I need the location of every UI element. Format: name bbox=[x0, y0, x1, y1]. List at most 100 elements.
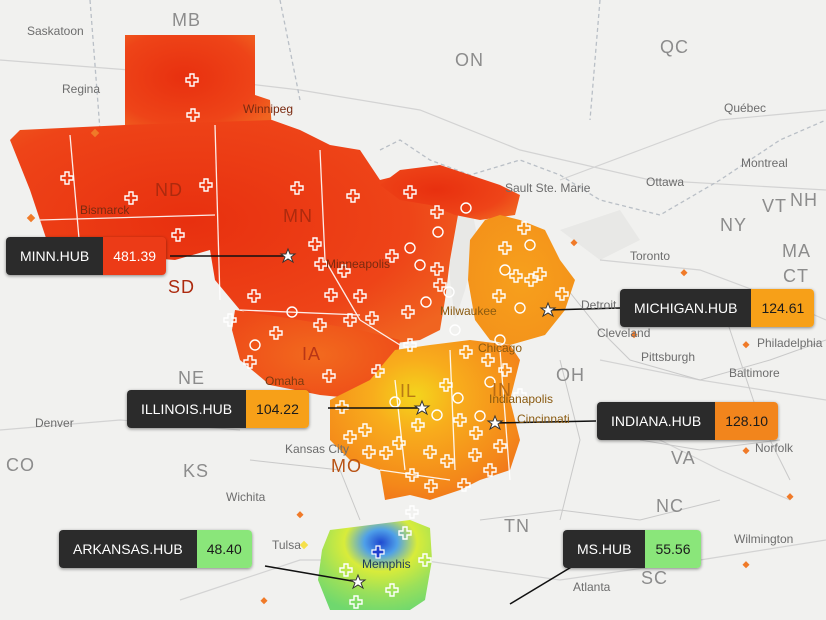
node-cross-marker bbox=[171, 228, 185, 242]
node-cross-marker bbox=[430, 205, 444, 219]
region-label: QC bbox=[660, 37, 689, 57]
node-cross-marker bbox=[459, 345, 473, 359]
region-label: ND bbox=[155, 180, 183, 200]
hub-name: ILLINOIS.HUB bbox=[127, 390, 247, 428]
node-cross-marker bbox=[468, 448, 482, 462]
node-circle-marker bbox=[286, 306, 298, 318]
node-cross-marker bbox=[343, 313, 357, 327]
node-cross-marker bbox=[353, 289, 367, 303]
minn-hub-label[interactable]: MINN.HUB 481.39 bbox=[6, 237, 167, 275]
node-cross-marker bbox=[243, 355, 257, 369]
node-cross-marker bbox=[423, 445, 437, 459]
node-circle-marker bbox=[432, 226, 444, 238]
region-label: MB bbox=[172, 10, 201, 30]
hub-price: 104.22 bbox=[246, 390, 309, 428]
illinois-hub-label[interactable]: ILLINOIS.HUB 104.22 bbox=[127, 390, 309, 428]
region-label: KS bbox=[183, 461, 210, 481]
node-circle-marker bbox=[514, 302, 526, 314]
place-label: Wilmington bbox=[734, 532, 794, 546]
node-cross-marker bbox=[362, 445, 376, 459]
place-label: Memphis bbox=[362, 557, 411, 571]
node-cross-marker bbox=[457, 478, 471, 492]
node-cross-marker bbox=[290, 181, 304, 195]
hub-name: INDIANA.HUB bbox=[597, 402, 716, 440]
node-cross-marker bbox=[349, 595, 363, 609]
node-cross-marker bbox=[517, 221, 531, 235]
node-cross-marker bbox=[337, 264, 351, 278]
node-cross-marker bbox=[555, 287, 569, 301]
region-label: MN bbox=[283, 206, 313, 226]
indiana-hub-star bbox=[486, 414, 504, 431]
node-cross-marker bbox=[379, 446, 393, 460]
place-label: Milwaukee bbox=[440, 304, 497, 318]
node-cross-marker bbox=[513, 388, 527, 402]
node-cross-marker bbox=[439, 378, 453, 392]
region-label: VA bbox=[671, 448, 696, 468]
place-label: Atlanta bbox=[573, 580, 611, 594]
node-cross-marker bbox=[392, 436, 406, 450]
region-label: MO bbox=[331, 456, 362, 476]
node-circle-marker bbox=[404, 242, 416, 254]
place-label: Kansas City bbox=[285, 442, 350, 456]
node-cross-marker bbox=[398, 526, 412, 540]
node-circle-marker bbox=[414, 259, 426, 271]
region-label: SD bbox=[168, 277, 196, 297]
region-label: NC bbox=[656, 496, 684, 516]
hub-price: 55.56 bbox=[645, 530, 701, 568]
node-cross-marker bbox=[358, 423, 372, 437]
node-cross-marker bbox=[223, 313, 237, 327]
node-markers bbox=[60, 73, 569, 609]
region-label: IL bbox=[400, 381, 418, 401]
node-cross-marker bbox=[481, 353, 495, 367]
node-cross-marker bbox=[509, 269, 523, 283]
node-cross-marker bbox=[405, 505, 419, 519]
node-circle-marker bbox=[452, 392, 464, 404]
node-cross-marker bbox=[346, 189, 360, 203]
region-label: NY bbox=[720, 215, 748, 235]
indiana-hub-label[interactable]: INDIANA.HUB 128.10 bbox=[597, 402, 779, 440]
node-cross-marker bbox=[324, 288, 338, 302]
node-cross-marker bbox=[533, 267, 547, 281]
node-cross-marker bbox=[498, 363, 512, 377]
hub-price: 124.61 bbox=[751, 289, 815, 327]
place-label: Toronto bbox=[630, 249, 671, 263]
arkansas-hub-star bbox=[349, 573, 367, 590]
node-cross-marker bbox=[269, 326, 283, 340]
place-label: Québec bbox=[724, 101, 767, 115]
region-label: ON bbox=[455, 50, 484, 70]
node-cross-marker bbox=[469, 426, 483, 440]
node-circle-marker bbox=[524, 239, 536, 251]
region-label: NE bbox=[178, 368, 206, 388]
node-cross-marker bbox=[418, 553, 432, 567]
node-cross-marker bbox=[371, 364, 385, 378]
node-cross-marker bbox=[60, 171, 74, 185]
arkansas-hub-label[interactable]: ARKANSAS.HUB 48.40 bbox=[59, 530, 252, 568]
place-label: Cincinnati bbox=[517, 412, 570, 426]
region-label: IA bbox=[302, 344, 322, 364]
hub-price: 481.39 bbox=[103, 237, 167, 275]
hub-name: MICHIGAN.HUB bbox=[620, 289, 752, 327]
place-label: Omaha bbox=[265, 374, 305, 388]
node-cross-marker bbox=[401, 305, 415, 319]
ms-hub-label[interactable]: MS.HUB 55.56 bbox=[563, 530, 701, 568]
region-label: TN bbox=[504, 516, 530, 536]
illinois-hub-star bbox=[413, 399, 431, 416]
node-cross-marker bbox=[371, 545, 385, 559]
node-circle-marker bbox=[443, 286, 455, 298]
place-label: Winnipeg bbox=[243, 102, 294, 116]
node-cross-marker bbox=[424, 479, 438, 493]
node-cross-marker bbox=[433, 278, 447, 292]
node-cross-marker bbox=[524, 273, 538, 287]
hub-name: MS.HUB bbox=[563, 530, 646, 568]
node-cross-marker bbox=[314, 257, 328, 271]
michigan-hub-label[interactable]: MICHIGAN.HUB 124.61 bbox=[620, 289, 815, 327]
node-circle-marker bbox=[499, 264, 511, 276]
place-label: Ottawa bbox=[646, 175, 685, 189]
node-circle-marker bbox=[420, 296, 432, 308]
place-label: Bismarck bbox=[80, 203, 130, 217]
place-label: Montreal bbox=[741, 156, 788, 170]
node-circle-marker bbox=[431, 409, 443, 421]
hub-price: 128.10 bbox=[715, 402, 779, 440]
